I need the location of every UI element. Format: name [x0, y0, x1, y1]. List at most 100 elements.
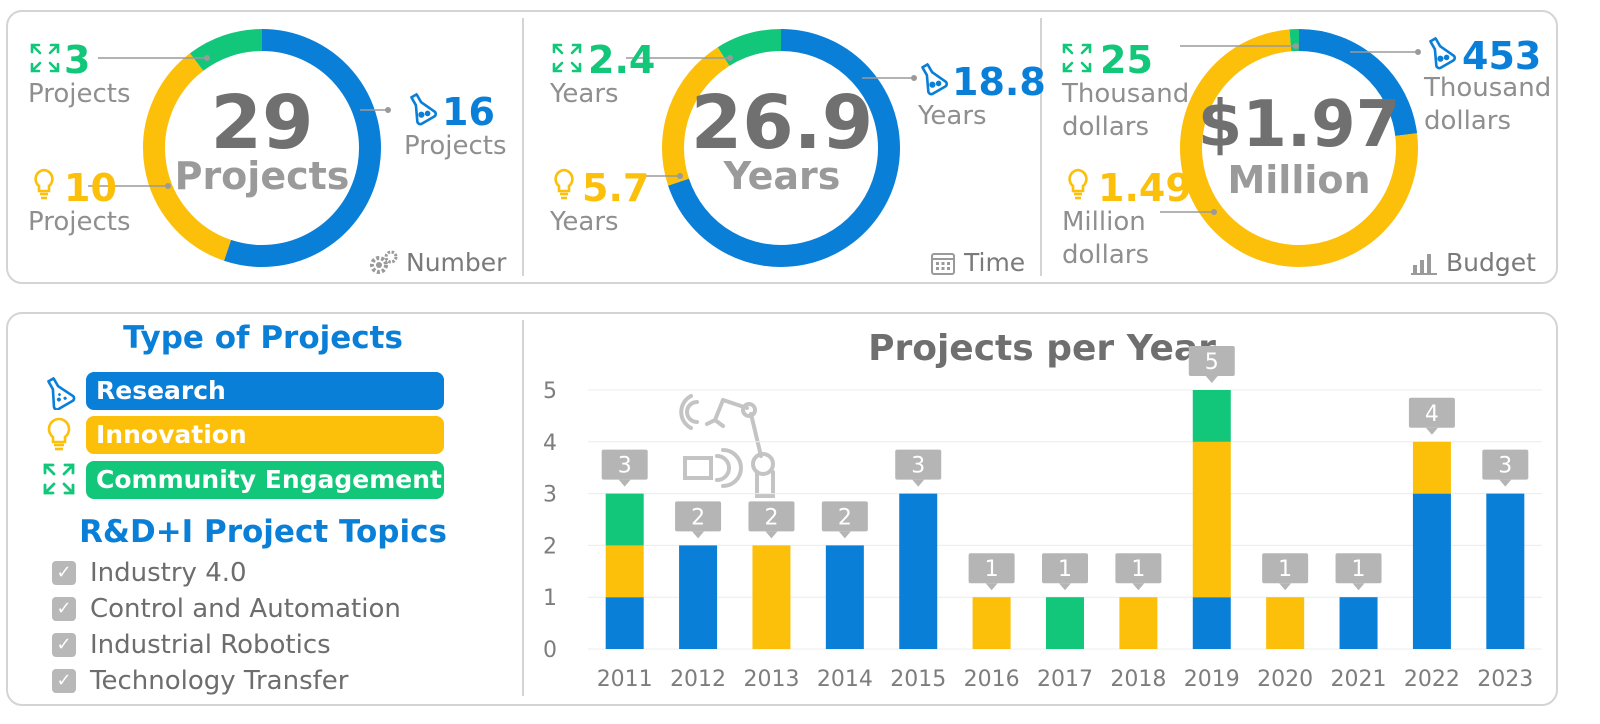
leader-dot: [385, 107, 391, 113]
data-label-badge: 1: [1335, 553, 1382, 591]
summary-divider-2: [1040, 18, 1042, 276]
center-unit: Projects: [174, 154, 350, 198]
y-tick-label: 0: [543, 638, 557, 663]
research-value: 18.8: [952, 60, 1046, 104]
center-unit: Years: [723, 154, 841, 198]
research-label: 16: [404, 90, 495, 134]
community-value: 2.4: [588, 38, 656, 82]
donut-segment-research: [668, 29, 900, 267]
topic-item: ✓ Control and Automation: [52, 594, 401, 624]
research-unit-line1: Thousand: [1424, 73, 1552, 103]
x-tick-label: 2011: [597, 667, 653, 692]
x-tick-label: 2015: [890, 667, 946, 692]
data-label-badge: 1: [1042, 553, 1088, 591]
community-unit: Thousand dollars: [1062, 78, 1189, 143]
bar-innovation-2022: [1412, 441, 1451, 494]
community-label: 2.4: [550, 38, 655, 82]
bar-innovation-2018: [1119, 597, 1158, 649]
data-label: 3: [911, 454, 925, 479]
community-unit-line2: dollars: [1062, 111, 1150, 142]
community-label: 3: [28, 38, 90, 82]
donut-charts: [88, 29, 1421, 267]
innovation-value: 1.49: [1098, 166, 1192, 210]
data-label: 4: [1425, 402, 1439, 427]
check-icon: ✓: [52, 669, 76, 693]
flask-icon: [46, 376, 76, 410]
research-label: 18.8: [916, 60, 1046, 104]
community-unit-line1: Thousand: [1062, 79, 1190, 109]
donut-segment-community: [717, 29, 782, 67]
research-unit-line2: dollars: [1424, 105, 1512, 136]
data-label: 2: [691, 505, 705, 530]
topic-item: ✓ Industry 4.0: [52, 558, 247, 588]
innovation-unit: Million dollars: [1062, 206, 1149, 271]
y-tick-label: 4: [543, 431, 557, 456]
chart-x-ticks: 2011 2012 2013 2014 2015 2016 2017 2018 2019 2020…: [597, 667, 1534, 692]
innovation-label: 10: [28, 166, 117, 210]
x-tick-label: 2022: [1404, 667, 1460, 692]
calendar-icon: [931, 252, 955, 275]
leader-dot: [165, 183, 171, 189]
topic-item: ✓ Industrial Robotics: [52, 630, 331, 660]
bar-research-2022: [1412, 493, 1451, 649]
leader-dot: [1211, 209, 1217, 215]
bar-innovation-2020: [1266, 597, 1305, 649]
innovation-unit: Projects: [28, 207, 131, 237]
data-label-badge: 2: [748, 501, 795, 539]
panel-caption: Budget: [1410, 248, 1536, 277]
summary-card: [6, 10, 1558, 284]
data-label-badge: 1: [968, 553, 1015, 591]
chart-bars: [605, 390, 1525, 649]
x-tick-label: 2016: [964, 667, 1020, 692]
y-tick-label: 2: [543, 534, 557, 559]
x-tick-label: 2012: [670, 667, 726, 692]
innovation-value: 5.7: [582, 166, 650, 210]
y-tick-label: 5: [543, 379, 557, 404]
x-tick-label: 2020: [1257, 667, 1313, 692]
bar-community-engagement-2017: [1046, 597, 1084, 649]
bar-research-2019: [1192, 597, 1231, 649]
innovation-label: 5.7: [550, 166, 649, 210]
community-unit: Years: [550, 79, 619, 109]
center-value: 26.9: [690, 80, 874, 166]
check-icon: ✓: [52, 597, 76, 621]
bar-innovation-2013: [752, 545, 791, 649]
community-unit: Projects: [28, 79, 131, 109]
innovation-unit: Years: [550, 207, 619, 237]
data-label-badge: 3: [601, 449, 648, 487]
y-tick-label: 3: [543, 483, 557, 508]
data-label: 2: [838, 505, 852, 530]
projects-per-year-chart: Projects per Year 3 2 2 2 3 1 1 1 5 1 1 4 3 0 1 2 3 4 5 2…: [543, 328, 1542, 692]
panel-caption: Number: [368, 248, 506, 277]
check-icon: ✓: [52, 633, 76, 657]
data-label: 1: [1352, 557, 1366, 582]
data-label: 1: [1278, 557, 1292, 582]
donut-segment-research: [1298, 29, 1418, 137]
center-unit: Million: [1227, 158, 1371, 202]
community-label: 25: [1062, 38, 1153, 82]
legend-title: Type of Projects: [123, 320, 403, 356]
data-label-badge: 3: [1482, 449, 1529, 487]
x-tick-label: 2014: [817, 667, 873, 692]
check-icon: ✓: [52, 561, 76, 585]
data-label-badge: 1: [1262, 553, 1309, 591]
center-value: $1.97: [1197, 88, 1401, 162]
topic-label: Control and Automation: [90, 594, 401, 624]
data-label: 3: [1498, 454, 1512, 479]
bar-chart-icon: [1411, 253, 1437, 275]
research-value: 16: [442, 90, 495, 134]
gears-icon: [370, 250, 398, 274]
research-label: 453: [1424, 34, 1541, 78]
donut-segment-research: [224, 29, 381, 267]
research-unit: Years: [918, 101, 987, 131]
community-value: 25: [1100, 38, 1153, 82]
data-label-badge: 5: [1188, 346, 1235, 383]
research-value: 453: [1462, 34, 1542, 78]
data-label-badge: 3: [895, 449, 942, 487]
innovation-unit-line2: dollars: [1062, 239, 1150, 270]
summary-divider-1: [522, 18, 524, 276]
caption-text: Budget: [1446, 248, 1536, 277]
donut-segment-innovation: [143, 53, 232, 261]
data-label: 1: [1058, 557, 1072, 582]
details-divider: [522, 320, 524, 696]
